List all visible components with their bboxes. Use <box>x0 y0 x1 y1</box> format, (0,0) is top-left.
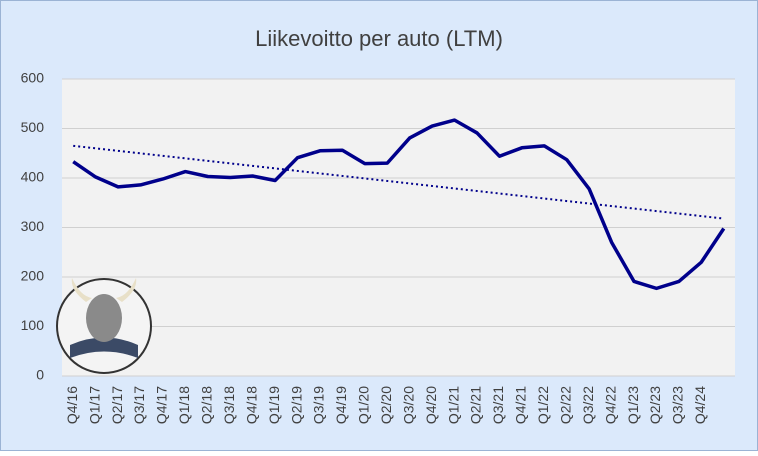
x-tick-label: Q3/21 <box>490 386 506 424</box>
y-tick-label: 600 <box>21 70 45 86</box>
x-tick-label: Q4/16 <box>64 386 80 424</box>
x-tick-label: Q1/22 <box>535 386 551 424</box>
x-tick-label: Q3/19 <box>311 386 327 424</box>
x-tick-label: Q3/20 <box>400 386 416 424</box>
x-tick-label: Q1/18 <box>176 386 192 424</box>
x-tick-label: Q1/17 <box>86 386 102 424</box>
x-tick-label: Q3/17 <box>131 386 147 424</box>
x-tick-label: Q4/24 <box>692 386 708 424</box>
logo <box>56 278 152 374</box>
chart-title: Liikevoitto per auto (LTM) <box>255 26 503 51</box>
x-tick-label: Q2/20 <box>378 386 394 424</box>
x-tick-label: Q2/19 <box>288 386 304 424</box>
x-tick-label: Q1/19 <box>266 386 282 424</box>
x-tick-label: Q1/21 <box>445 386 461 424</box>
x-tick-label: Q3/23 <box>670 386 686 424</box>
x-tick-label: Q4/22 <box>602 386 618 424</box>
x-tick-label: Q3/22 <box>580 386 596 424</box>
x-tick-label: Q2/22 <box>557 386 573 424</box>
x-tick-label: Q1/23 <box>625 386 641 424</box>
x-tick-label: Q2/21 <box>468 386 484 424</box>
x-tick-label: Q2/18 <box>199 386 215 424</box>
y-tick-label: 100 <box>21 317 45 333</box>
x-tick-label: Q4/19 <box>333 386 349 424</box>
x-tick-label: Q4/17 <box>154 386 170 424</box>
x-tick-label: Q3/18 <box>221 386 237 424</box>
x-tick-label: Q4/21 <box>513 386 529 424</box>
y-tick-label: 500 <box>21 119 45 135</box>
x-tick-label: Q4/20 <box>423 386 439 424</box>
x-tick-label: Q2/23 <box>647 386 663 424</box>
y-tick-label: 0 <box>36 367 44 383</box>
x-tick-label: Q1/20 <box>356 386 372 424</box>
line-series <box>72 118 726 291</box>
y-tick-label: 300 <box>21 218 45 234</box>
x-tick-label: Q4/18 <box>243 386 259 424</box>
y-tick-label: 400 <box>21 169 45 185</box>
x-tick-label: Q2/17 <box>109 386 125 424</box>
y-tick-label: 200 <box>21 268 45 284</box>
trendline <box>73 144 724 220</box>
